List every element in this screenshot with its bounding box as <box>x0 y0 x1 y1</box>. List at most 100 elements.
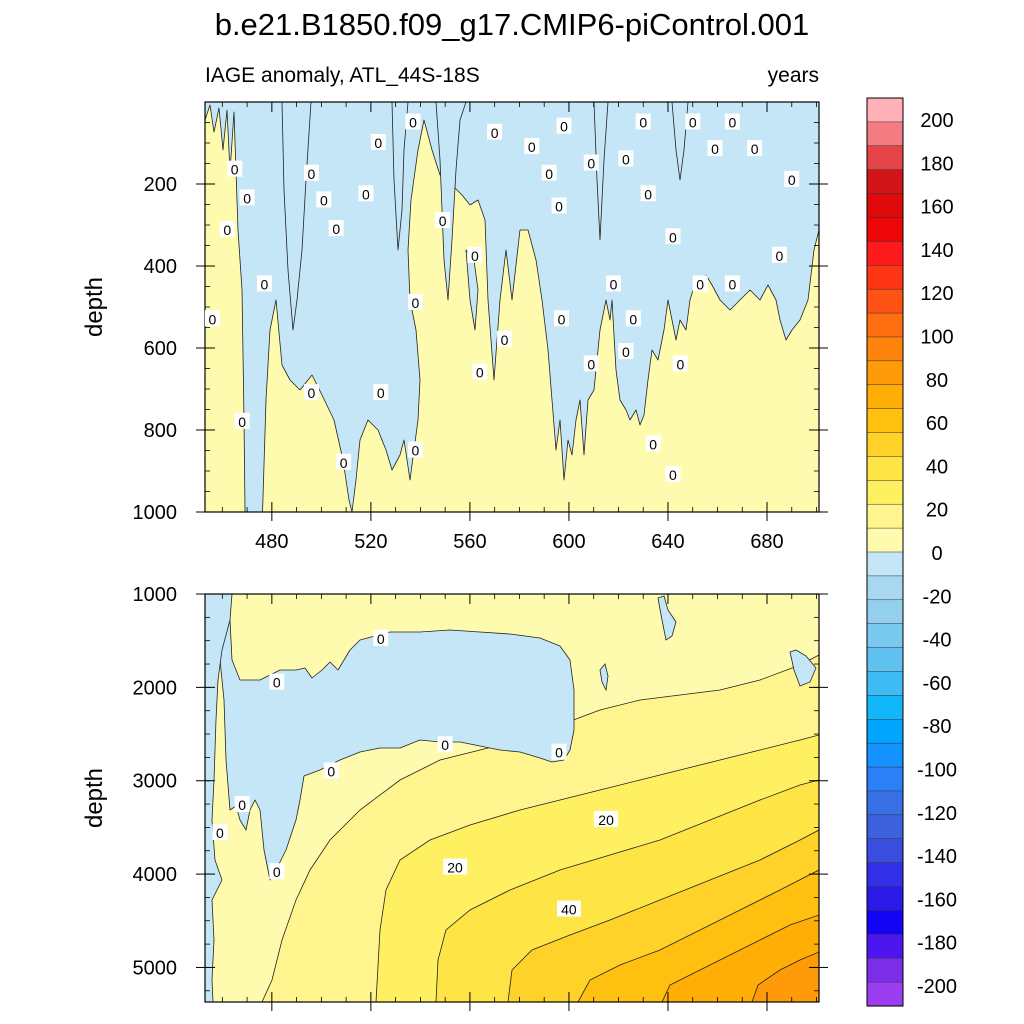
upper-contour-label-box <box>635 113 651 130</box>
lower-frame <box>204 593 820 1003</box>
upper-contour-label: 0 <box>610 276 618 292</box>
upper-contour-label: 0 <box>412 443 420 459</box>
upper-contour-label: 0 <box>622 344 630 360</box>
colorbar-swatch <box>866 408 904 434</box>
colorbar-swatch <box>866 145 904 171</box>
colorbar-label: 0 <box>931 543 942 565</box>
upper-contour-label: 0 <box>412 295 420 311</box>
lower-contour-label: 0 <box>377 631 385 647</box>
colorbar-swatch <box>866 169 904 195</box>
upper-contour-label-box <box>692 275 708 292</box>
colorbar-swatch <box>866 312 904 338</box>
upper-contour-label: 0 <box>476 365 484 381</box>
colorbar-swatch <box>866 193 904 219</box>
colorbar: 200180160140120100806040200-20-40-60-80-… <box>866 97 957 1007</box>
colorbar-label: -60 <box>923 673 952 695</box>
colorbar-swatch <box>866 814 904 840</box>
upper-contour-label-box <box>256 275 272 292</box>
upper-contour-label-box <box>724 275 740 292</box>
colorbar-label: -180 <box>917 933 957 955</box>
colorbar-label: -160 <box>917 889 957 911</box>
colorbar-label: -100 <box>917 760 957 782</box>
lower-contour-label-box <box>437 736 453 753</box>
upper-y-tick-label: 400 <box>144 256 177 278</box>
upper-contour-label-box <box>219 220 235 237</box>
upper-contour-label: 0 <box>238 414 246 430</box>
lower-contour-label: 0 <box>273 864 281 880</box>
lower-y-tick-label: 2000 <box>133 677 178 699</box>
upper-contour-label: 0 <box>491 125 499 141</box>
lower-negative-region <box>219 594 575 881</box>
colorbar-swatch <box>866 671 904 696</box>
upper-contour-labels: 0 0 0 0 0 0 0 0 0 0 0 0 0 0 0 0 0 0 0 0 0 0 0 0 0 0 0 0 0 0 0 0 0 0 0 0 0 0 0 0… <box>204 113 800 483</box>
upper-y-tick-label: 800 <box>144 420 177 442</box>
upper-contour-label: 0 <box>788 172 796 188</box>
upper-contour-label-box <box>227 160 243 177</box>
upper-contour-label: 0 <box>501 332 509 348</box>
upper-negative-plume-3 <box>435 102 467 301</box>
colorbar-swatch <box>866 934 904 959</box>
colorbar-label: -200 <box>917 976 957 998</box>
upper-contour-label: 0 <box>644 186 652 202</box>
lower-contour-label: 0 <box>273 675 281 691</box>
colorbar-label: 100 <box>920 327 953 349</box>
upper-contour-label-box <box>672 355 688 372</box>
colorbar-swatch <box>866 647 904 673</box>
upper-y-tick-label: 200 <box>144 174 177 196</box>
colorbar-label: 160 <box>920 197 953 219</box>
lower-contour-label-box <box>373 629 389 646</box>
upper-contour-label: 0 <box>639 115 647 131</box>
colorbar-label: -40 <box>923 630 952 652</box>
lower-contour-label-box <box>443 858 468 875</box>
lower-contour-label: 40 <box>561 902 577 918</box>
lower-contour-label-box <box>551 743 567 760</box>
upper-contour-label: 0 <box>332 221 340 237</box>
upper-x-tick-label: 600 <box>552 531 585 553</box>
colorbar-swatch <box>866 957 904 983</box>
upper-contour-label: 0 <box>209 311 217 327</box>
upper-contour-label-box <box>784 170 800 187</box>
colorbar-swatch <box>866 862 904 888</box>
lower-contour-label: 0 <box>441 737 449 753</box>
upper-contour-label-box <box>358 185 374 202</box>
upper-x-tick-label: 680 <box>750 531 783 553</box>
upper-contour-label: 0 <box>649 436 657 452</box>
colorbar-swatch <box>866 742 904 768</box>
lower-contour-label: 0 <box>327 763 335 779</box>
colorbar-swatch <box>866 336 904 362</box>
upper-contour-label-box <box>606 275 622 292</box>
colorbar-swatch <box>866 766 904 792</box>
colorbar-label: -140 <box>917 846 957 868</box>
upper-contour-label: 0 <box>439 213 447 229</box>
upper-contour-label-box <box>303 164 319 181</box>
lower-contour-label: 0 <box>216 825 224 841</box>
upper-contour-label: 0 <box>689 115 697 131</box>
upper-contour-label-box <box>524 138 540 155</box>
upper-contour-label-box <box>625 310 641 327</box>
lower-contour-label-box <box>269 863 285 880</box>
upper-contour-label: 0 <box>587 156 595 172</box>
upper-contour-label-box <box>645 435 661 452</box>
upper-negative-plume-5 <box>671 102 689 181</box>
lower-ylabel: depth <box>81 768 108 828</box>
upper-contour-label-box <box>373 384 389 401</box>
left-string: IAGE anomaly, ATL_44S-18S <box>205 64 480 87</box>
upper-contour-label-box <box>467 246 483 263</box>
upper-contour-label-box <box>407 293 423 310</box>
upper-contour-label-box <box>405 113 421 130</box>
lower-y-tick-label: 3000 <box>133 771 178 793</box>
upper-contour-label: 0 <box>751 141 759 157</box>
upper-contour-label-box <box>583 355 599 372</box>
lower-contour-label: 20 <box>447 860 463 876</box>
upper-contour-label-box <box>554 310 570 327</box>
lower-contour-label-box <box>594 810 619 827</box>
lower-y-tick-label: 1000 <box>133 584 178 606</box>
upper-contour-label-box <box>497 330 513 347</box>
colorbar-label: 60 <box>926 413 948 435</box>
colorbar-label: 80 <box>926 370 948 392</box>
colorbar-swatch <box>866 97 904 123</box>
